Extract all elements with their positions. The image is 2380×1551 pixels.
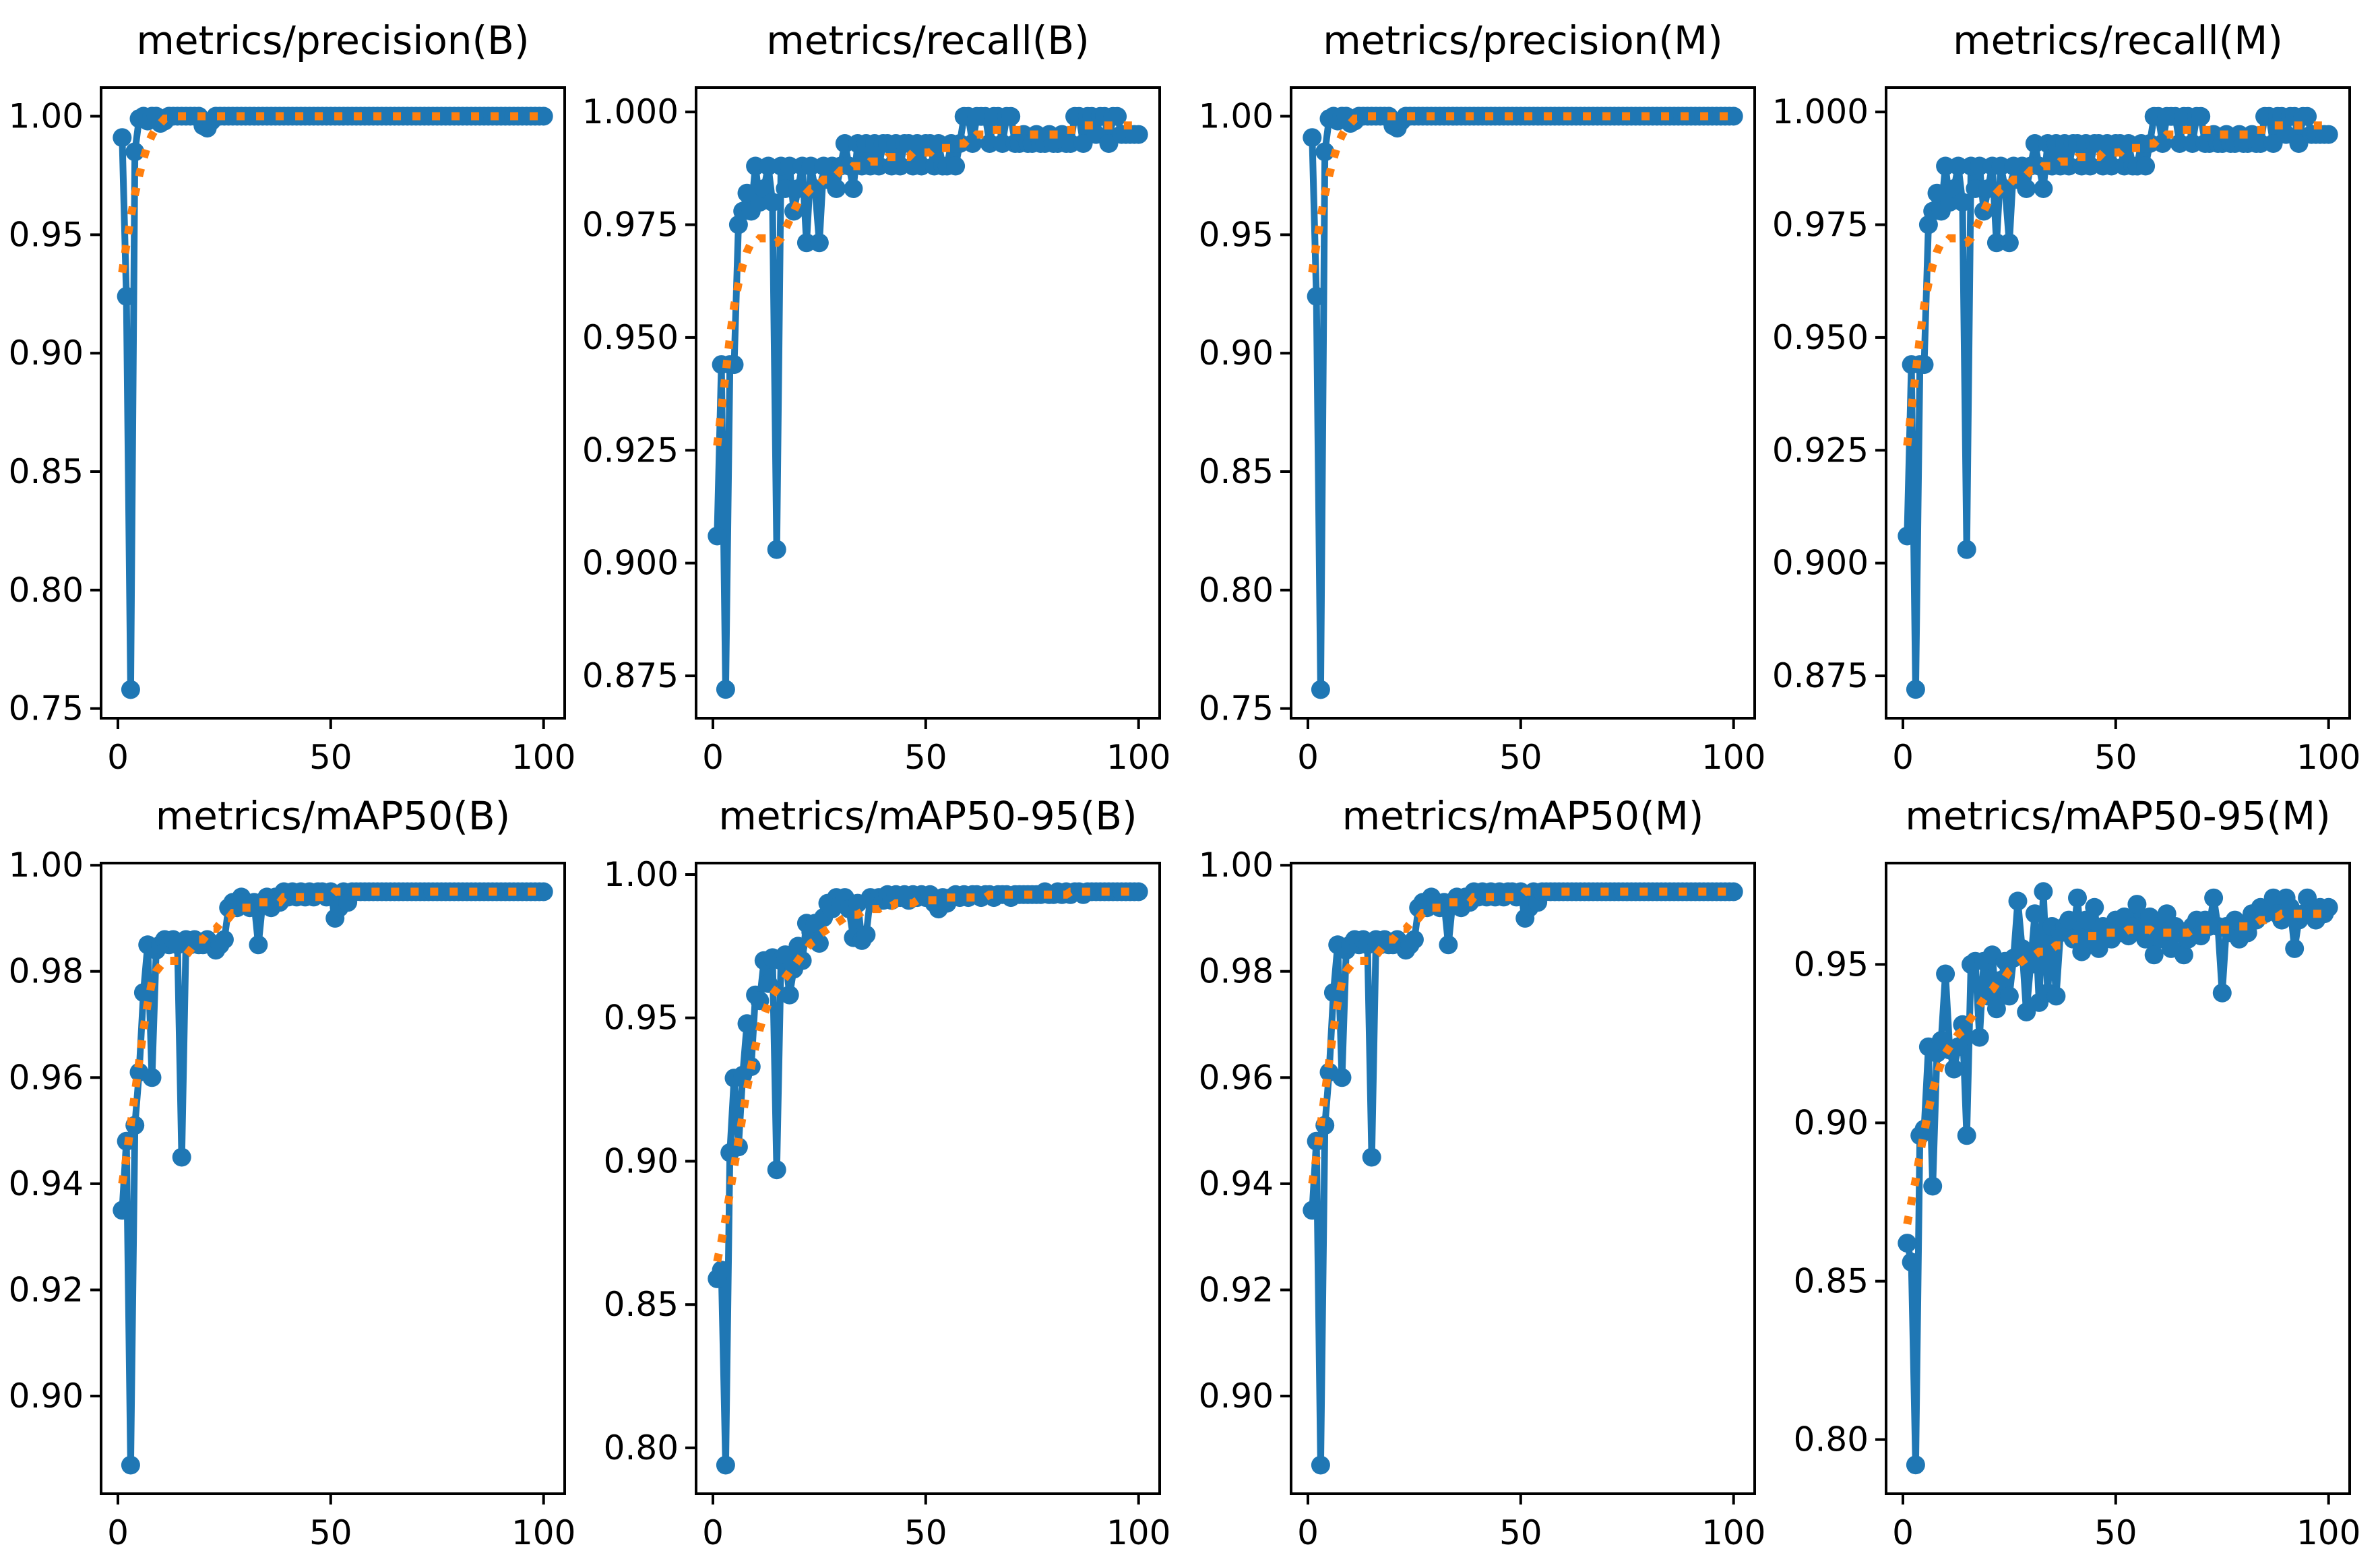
svg-text:1.00: 1.00 bbox=[9, 846, 84, 885]
svg-text:50: 50 bbox=[904, 738, 947, 777]
svg-text:0.94: 0.94 bbox=[9, 1164, 84, 1203]
svg-text:0: 0 bbox=[1297, 1513, 1319, 1551]
svg-text:0.75: 0.75 bbox=[9, 689, 84, 728]
svg-text:0.900: 0.900 bbox=[582, 544, 679, 583]
subplot-title-map50-95-b: metrics/mAP50-95(B) bbox=[718, 793, 1137, 839]
svg-text:0.80: 0.80 bbox=[1794, 1420, 1869, 1459]
svg-text:0.92: 0.92 bbox=[1199, 1271, 1274, 1310]
svg-text:50: 50 bbox=[309, 1513, 352, 1551]
svg-text:0.92: 0.92 bbox=[9, 1271, 84, 1310]
svg-text:0: 0 bbox=[1892, 738, 1914, 777]
subplot-plot-map50-95-b: 0 50 100 1.00 0.95 0.90 0.85 0.80 bbox=[604, 855, 1171, 1551]
svg-text:0.94: 0.94 bbox=[1199, 1164, 1274, 1203]
subplot-recall-b: metrics/recall(B) 0 50 100 1.000 0.975 0.950 0… bbox=[582, 0, 1190, 777]
svg-text:0.900: 0.900 bbox=[1772, 544, 1869, 583]
subplot-title-precision-m: metrics/precision(M) bbox=[1323, 18, 1723, 63]
subplot-map50-95-b: metrics/mAP50-95(B) 0 50 100 1.00 0.95 0.90 0.… bbox=[595, 776, 1190, 1551]
svg-text:0: 0 bbox=[702, 1513, 724, 1551]
svg-text:0.925: 0.925 bbox=[582, 431, 679, 470]
svg-text:1.000: 1.000 bbox=[1772, 92, 1869, 131]
svg-text:50: 50 bbox=[1499, 738, 1542, 777]
subplot-recall-m: metrics/recall(M) 0 50 100 1.000 0.975 0.950 0… bbox=[1772, 0, 2380, 777]
svg-text:100: 100 bbox=[511, 1513, 575, 1551]
svg-text:0: 0 bbox=[1297, 738, 1319, 777]
svg-text:100: 100 bbox=[1701, 1513, 1765, 1551]
svg-text:100: 100 bbox=[1106, 1513, 1170, 1551]
svg-text:1.00: 1.00 bbox=[1199, 97, 1274, 136]
subplot-precision-m: metrics/precision(M) 0 50 100 1.00 0.95 0.90 0… bbox=[1190, 0, 1785, 777]
subplot-title-precision-b: metrics/precision(B) bbox=[136, 18, 530, 63]
subplot-plot-map50-m: 0 50 100 1.00 0.98 0.96 0.94 0.92 0.90 bbox=[1199, 846, 1766, 1551]
svg-text:0.95: 0.95 bbox=[1199, 215, 1274, 254]
svg-text:0: 0 bbox=[107, 738, 129, 777]
svg-text:0.85: 0.85 bbox=[1199, 452, 1274, 491]
subplot-plot-map50-b: 0 50 100 1.00 0.98 0.96 0.94 0.92 0.90 bbox=[9, 846, 576, 1551]
svg-text:0.950: 0.950 bbox=[1772, 318, 1869, 357]
svg-text:0.975: 0.975 bbox=[582, 205, 679, 245]
svg-text:0.90: 0.90 bbox=[604, 1142, 679, 1181]
svg-text:0.90: 0.90 bbox=[1794, 1104, 1869, 1143]
subplot-title-map50-95-m: metrics/mAP50-95(M) bbox=[1905, 793, 2331, 839]
svg-text:100: 100 bbox=[2296, 738, 2360, 777]
svg-text:0.950: 0.950 bbox=[582, 318, 679, 357]
subplot-map50-b: metrics/mAP50(B) 0 50 100 1.00 0.98 0.96 0.94 0… bbox=[0, 776, 595, 1551]
svg-text:0.85: 0.85 bbox=[1794, 1262, 1869, 1301]
svg-text:0.80: 0.80 bbox=[1199, 571, 1274, 610]
svg-text:50: 50 bbox=[2094, 738, 2137, 777]
svg-text:50: 50 bbox=[1499, 1513, 1542, 1551]
svg-text:0.96: 0.96 bbox=[1199, 1058, 1274, 1097]
svg-text:1.00: 1.00 bbox=[9, 97, 84, 136]
svg-text:50: 50 bbox=[904, 1513, 947, 1551]
svg-text:0: 0 bbox=[107, 1513, 129, 1551]
subplot-precision-b: metrics/precision(B) 0 50 100 1.00 0.95 0.90 0… bbox=[0, 0, 595, 777]
subplot-plot-precision-m: 0 50 100 1.00 0.95 0.90 0.85 0.80 0.75 bbox=[1199, 86, 1765, 777]
svg-text:0.98: 0.98 bbox=[1199, 952, 1274, 991]
svg-text:0.95: 0.95 bbox=[604, 999, 679, 1038]
svg-text:0.85: 0.85 bbox=[604, 1285, 679, 1324]
svg-text:1.00: 1.00 bbox=[1199, 846, 1274, 885]
subplot-plot-precision-b: 0 50 100 1.00 0.95 0.90 0.85 0.80 0.75 bbox=[9, 86, 575, 777]
subplot-title-recall-b: metrics/recall(B) bbox=[766, 18, 1090, 63]
svg-text:1.00: 1.00 bbox=[604, 855, 679, 894]
svg-text:0.925: 0.925 bbox=[1772, 431, 1869, 470]
svg-text:0.875: 0.875 bbox=[582, 656, 679, 695]
svg-text:50: 50 bbox=[2094, 1513, 2137, 1551]
svg-text:0.875: 0.875 bbox=[1772, 656, 1869, 695]
subplot-title-map50-b: metrics/mAP50(B) bbox=[155, 793, 511, 839]
svg-text:100: 100 bbox=[511, 738, 575, 777]
svg-text:0.90: 0.90 bbox=[1199, 1376, 1274, 1416]
svg-text:0.975: 0.975 bbox=[1772, 205, 1869, 245]
svg-text:100: 100 bbox=[2296, 1513, 2360, 1551]
svg-text:0: 0 bbox=[702, 738, 724, 777]
subplot-title-map50-m: metrics/mAP50(M) bbox=[1342, 793, 1704, 839]
svg-text:0.96: 0.96 bbox=[9, 1058, 84, 1097]
subplot-map50-m: metrics/mAP50(M) 0 50 100 1.00 0.98 0.96 0.94 0… bbox=[1190, 776, 1785, 1551]
svg-text:100: 100 bbox=[1106, 738, 1170, 777]
svg-text:0.90: 0.90 bbox=[9, 334, 84, 373]
svg-text:0.90: 0.90 bbox=[9, 1376, 84, 1416]
subplot-plot-map50-95-m: 0 50 100 0.95 0.90 0.85 0.80 bbox=[1794, 862, 2360, 1551]
svg-text:0.80: 0.80 bbox=[604, 1428, 679, 1467]
svg-text:0: 0 bbox=[1892, 1513, 1914, 1551]
svg-text:0.95: 0.95 bbox=[9, 215, 84, 254]
subplot-plot-recall-b: 0 50 100 1.000 0.975 0.950 0.925 0.900 0.875 bbox=[582, 86, 1170, 777]
svg-text:0.98: 0.98 bbox=[9, 952, 84, 991]
svg-text:0.90: 0.90 bbox=[1199, 334, 1274, 373]
subplot-plot-recall-m: 0 50 100 1.000 0.975 0.950 0.925 0.900 0.875 bbox=[1772, 86, 2360, 777]
svg-text:0.95: 0.95 bbox=[1794, 945, 1869, 984]
svg-text:0.75: 0.75 bbox=[1199, 689, 1274, 728]
svg-text:1.000: 1.000 bbox=[582, 92, 679, 131]
subplot-map50-95-m: metrics/mAP50-95(M) 0 50 100 0.95 0.90 0.85 0.… bbox=[1785, 776, 2380, 1551]
svg-text:0.80: 0.80 bbox=[9, 571, 84, 610]
subplot-title-recall-m: metrics/recall(M) bbox=[1953, 18, 2283, 63]
svg-text:100: 100 bbox=[1701, 738, 1765, 777]
svg-text:0.85: 0.85 bbox=[9, 452, 84, 491]
svg-text:50: 50 bbox=[309, 738, 352, 777]
